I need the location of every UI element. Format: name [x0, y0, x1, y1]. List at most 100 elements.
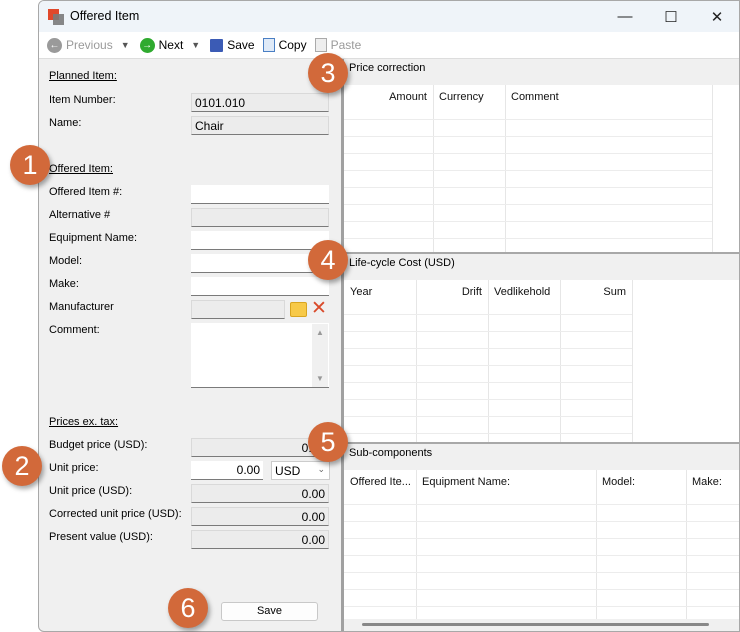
table-row: [344, 170, 712, 171]
equipment-name-input[interactable]: [191, 231, 329, 250]
table-row: [344, 399, 632, 400]
save-button[interactable]: Save: [221, 602, 318, 621]
table-row: [344, 204, 712, 205]
previous-label: Previous: [66, 38, 113, 52]
folder-icon[interactable]: [290, 302, 307, 317]
present-value-field: 0.00: [191, 530, 329, 549]
horizontal-scrollbar[interactable]: [362, 623, 709, 626]
scroll-down-icon[interactable]: ▼: [316, 374, 324, 383]
planned-item-heading: Planned Item:: [49, 70, 117, 82]
table-row: [344, 382, 632, 383]
lifecycle-cost-grid[interactable]: Year Drift Vedlikehold Sum: [344, 280, 739, 442]
previous-button[interactable]: ← Previous: [47, 37, 113, 53]
splitter[interactable]: [341, 59, 344, 631]
previous-dropdown-icon[interactable]: ▼: [120, 40, 130, 50]
unit-price-input[interactable]: 0.00: [191, 461, 263, 480]
offered-item-window: Offered Item — ☐ ✕ ← Previous ▼ → Next ▼ S…: [38, 0, 740, 632]
next-button[interactable]: → Next: [139, 37, 184, 53]
equipment-name-label: Equipment Name:: [49, 232, 138, 244]
manufacturer-field: [191, 300, 285, 319]
callout-badge-2: 2: [2, 446, 42, 486]
table-row: [344, 521, 739, 522]
floppy-icon: [210, 38, 224, 52]
table-row: [344, 606, 739, 607]
unit-price-usd-field: 0.00: [191, 484, 329, 503]
name-label: Name:: [49, 117, 82, 129]
maximize-button[interactable]: ☐: [664, 8, 678, 26]
table-row: [344, 433, 632, 434]
price-correction-panel: Price correction Amount Currency Comment: [344, 59, 739, 252]
column-header-make[interactable]: Make:: [692, 476, 722, 488]
corrected-unit-price-label: Corrected unit price (USD):: [49, 508, 182, 520]
lifecycle-cost-title: Life-cycle Cost (USD): [349, 257, 455, 269]
arrow-left-icon: ←: [47, 37, 62, 53]
copy-label: Copy: [278, 38, 307, 52]
item-number-label: Item Number:: [49, 94, 116, 106]
column-header-amount[interactable]: Amount: [389, 91, 427, 103]
alternative-label: Alternative #: [49, 209, 111, 221]
lifecycle-cost-panel: Life-cycle Cost (USD) Year Drift Vedlike…: [344, 252, 739, 442]
column-header-currency[interactable]: Currency: [439, 91, 484, 103]
callout-badge-3: 3: [308, 53, 348, 93]
column-header-drift[interactable]: Drift: [461, 286, 482, 298]
paste-button[interactable]: Paste: [314, 38, 361, 52]
alternative-field: [191, 208, 329, 227]
price-correction-grid[interactable]: Amount Currency Comment: [344, 85, 739, 252]
column-header-sum[interactable]: Sum: [603, 286, 626, 298]
present-value-label: Present value (USD):: [49, 531, 153, 543]
table-row: [344, 416, 632, 417]
column-header-year[interactable]: Year: [350, 286, 373, 298]
minimize-button[interactable]: —: [617, 8, 633, 25]
table-row: [344, 365, 632, 366]
currency-select[interactable]: USD ⌄: [271, 461, 330, 480]
table-row: [344, 555, 739, 556]
comment-scrollbar[interactable]: ▲ ▼: [312, 324, 328, 387]
column-header-comment[interactable]: Comment: [511, 91, 559, 103]
column-header-model[interactable]: Model:: [602, 476, 636, 488]
grid-column-line: [560, 280, 561, 442]
copy-button[interactable]: Copy: [262, 38, 307, 52]
sub-components-title: Sub-components: [349, 447, 433, 459]
paste-icon: [314, 38, 327, 52]
sub-components-panel: Sub-components Offered Ite... Equipment …: [344, 442, 739, 631]
save-toolbar-button[interactable]: Save: [210, 38, 255, 52]
grid-column-line: [632, 280, 633, 442]
sub-components-grid[interactable]: Offered Ite... Equipment Name: Model: Ma…: [344, 470, 739, 619]
offered-item-number-input[interactable]: [191, 185, 329, 204]
chevron-down-icon: ⌄: [317, 464, 325, 474]
column-header-vedlikehold[interactable]: Vedlikehold: [494, 286, 551, 298]
model-input[interactable]: [191, 254, 329, 273]
grid-column-line: [416, 280, 417, 442]
make-label: Make:: [49, 278, 79, 290]
next-dropdown-icon[interactable]: ▼: [191, 40, 201, 50]
grid-column-line: [686, 470, 687, 619]
next-label: Next: [158, 38, 184, 52]
grid-column-line: [505, 85, 506, 252]
comment-textarea[interactable]: [191, 323, 329, 388]
app-icon: [48, 9, 64, 25]
grid-column-line: [488, 280, 489, 442]
callout-badge-5: 5: [308, 422, 348, 462]
column-header-equipment-name[interactable]: Equipment Name:: [422, 476, 511, 488]
grid-column-line: [712, 85, 713, 252]
unit-price-label: Unit price:: [49, 462, 99, 474]
price-correction-title: Price correction: [349, 62, 426, 74]
toolbar: ← Previous ▼ → Next ▼ Save Copy Paste: [39, 32, 739, 59]
copy-icon: [262, 38, 275, 52]
make-input[interactable]: [191, 277, 329, 296]
corrected-unit-price-field: 0.00: [191, 507, 329, 526]
prices-heading: Prices ex. tax:: [49, 416, 119, 428]
manufacturer-label: Manufacturer: [49, 301, 114, 313]
offered-item-number-label: Offered Item #:: [49, 186, 123, 198]
table-row: [344, 187, 712, 188]
scroll-up-icon[interactable]: ▲: [316, 328, 324, 337]
clear-icon[interactable]: ✕: [311, 298, 327, 319]
grid-column-line: [596, 470, 597, 619]
close-button[interactable]: ✕: [710, 8, 724, 26]
table-row: [344, 504, 739, 505]
callout-badge-6: 6: [168, 588, 208, 628]
table-row: [344, 136, 712, 137]
save-label: Save: [227, 38, 255, 52]
column-header-offered-item[interactable]: Offered Ite...: [350, 476, 411, 488]
comment-label: Comment:: [49, 324, 100, 336]
